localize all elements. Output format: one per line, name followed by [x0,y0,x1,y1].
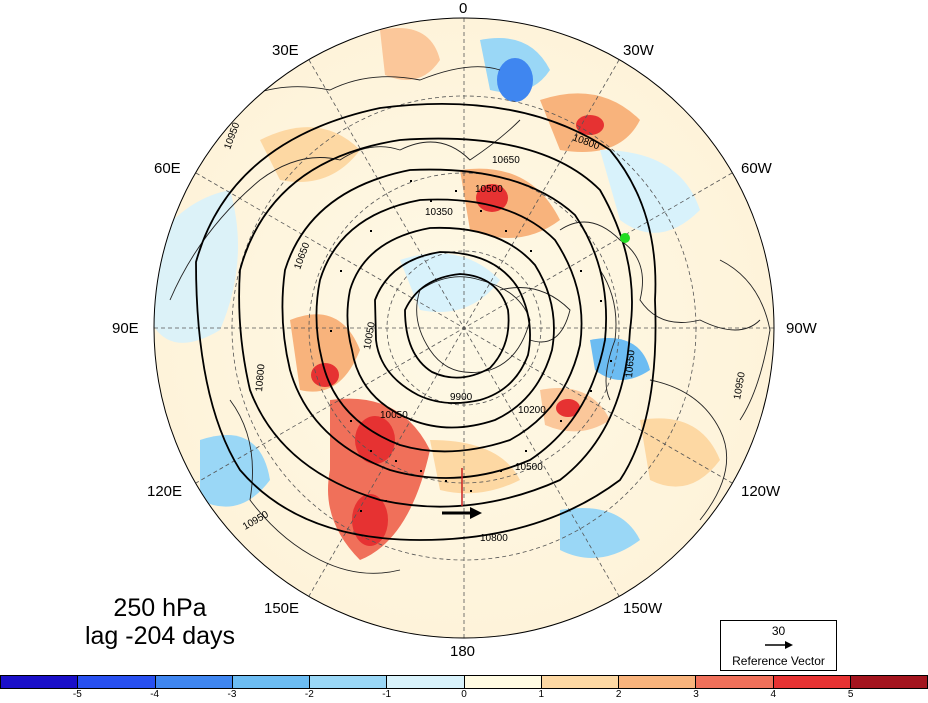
contour-label: 10650 [624,349,637,378]
lon-label-120e: 120E [147,483,183,500]
height-contours [195,102,657,541]
colorbar-tick-label: 0 [461,689,467,700]
colorbar [0,675,928,689]
map-boundary [153,17,775,639]
plot-title: 250 hPa lag -204 days [60,594,260,650]
colorbar-tick-label: 1 [538,689,545,700]
lon-label-60e: 60E [154,160,181,177]
lon-label-0: 0 [459,0,468,17]
contour-label: 9900 [450,392,473,403]
contour-label: 10800 [480,533,508,544]
colorbar-swatch [232,676,310,688]
colorbar-tick-label: 3 [693,689,699,700]
lon-label-180: 180 [450,643,476,660]
colorbar-ticks: -5 -4 -3 -2 -1 0 1 2 3 4 5 [0,689,928,703]
contour-label: 10500 [515,462,543,473]
location-marker [620,233,630,243]
lag-label: lag -204 days [84,622,236,650]
lon-label-60w: 60W [741,160,772,177]
contour-label: 10800 [254,363,267,392]
colorbar-tick-label: -2 [304,689,314,700]
lon-label-90w: 90W [786,320,817,337]
reference-vector-box: 30 Reference Vector [720,620,837,671]
colorbar-swatch [773,676,851,688]
colorbar-swatch [387,676,465,688]
contour-label: 10650 [492,155,520,166]
colorbar-tick-label: -5 [72,689,82,700]
lon-label-150w: 150W [623,600,663,617]
lon-label-30w: 30W [623,42,654,59]
colorbar-tick-label: 5 [847,689,854,700]
contour-label: 10200 [518,405,546,416]
pressure-level: 250 hPa [113,594,207,622]
colorbar-tick-label: 4 [770,689,777,700]
lon-label-90e: 90E [112,320,139,337]
graticule [154,18,774,638]
colorbar-swatch [310,676,388,688]
lon-label-30e: 30E [272,42,299,59]
contour-label: 10050 [380,410,408,421]
colorbar-tick-label: -3 [227,689,237,700]
colorbar-swatch [696,676,774,688]
colorbar-tick-label: 2 [615,689,622,700]
colorbar-swatch [541,676,619,688]
wind-vectors [330,180,612,512]
reference-caption: Reference Vector [732,654,825,668]
contour-label: 10500 [475,184,503,195]
anomaly-shading [154,28,720,560]
colorbar-swatch [850,676,927,688]
contour-label: 10350 [425,207,453,218]
colorbar-swatch [464,676,542,688]
colorbar-tick-label: -1 [382,689,392,700]
contour-label: 10050 [362,321,378,351]
lon-label-150e: 150E [264,600,300,617]
reference-magnitude: 30 [771,624,786,638]
lon-label-120w: 120W [741,483,781,500]
colorbar-swatch [155,676,233,688]
colorbar-swatch [1,676,79,688]
contour-label: 10950 [732,371,748,401]
colorbar-swatch [619,676,697,688]
colorbar-swatch [78,676,156,688]
colorbar-tick-label: -4 [150,689,160,700]
reference-arrow-icon [765,641,793,649]
coastlines [169,66,771,574]
large-wind-arrow [442,507,482,519]
